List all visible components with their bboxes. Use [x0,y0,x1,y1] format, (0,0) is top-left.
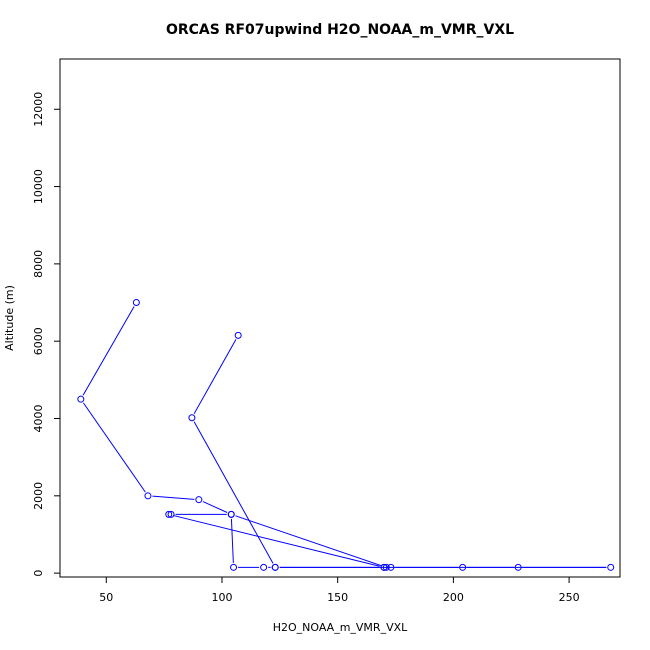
x-tick-label: 250 [559,591,580,604]
data-series [77,299,615,571]
y-tick-label: 2000 [32,482,45,510]
series-line-segment [202,501,228,513]
series-line-segment [152,495,195,500]
data-point [260,563,268,571]
data-point [77,395,85,403]
y-tick-label: 10000 [32,169,45,204]
data-point [167,510,175,518]
plot-frame [59,58,621,578]
x-tick-label: 50 [99,591,113,604]
data-point [459,563,467,571]
data-point [380,563,388,571]
data-point [188,414,196,422]
series-line-segment [82,306,135,396]
series-line-segment [82,402,146,493]
series-line-segment [193,421,274,564]
series-line-segment [193,339,237,415]
x-tick-label: 100 [211,591,232,604]
y-axis-label: Altitude (m) [3,285,16,351]
y-tick-label: 0 [32,570,45,577]
x-axis-label: H2O_NOAA_m_VMR_VXL [273,621,408,634]
data-point [514,563,522,571]
data-point [387,563,395,571]
x-tick-label: 200 [443,591,464,604]
data-point [271,563,279,571]
x-axis: 50 100 150 200 250 [99,577,580,604]
data-point [132,299,140,307]
y-tick-label: 12000 [32,92,45,127]
data-point [230,563,238,571]
chart-title: ORCAS RF07upwind H2O_NOAA_m_VMR_VXL [166,22,514,38]
data-point [195,496,203,504]
y-tick-label: 4000 [32,405,45,433]
data-point [144,492,152,500]
series-line-segment [235,515,383,567]
y-tick-label: 8000 [32,250,45,278]
data-point [227,510,235,518]
series-line-segment [230,518,234,563]
data-point [607,563,615,571]
data-point [382,563,390,571]
series-line-segment [173,514,380,567]
y-tick-label: 6000 [32,327,45,355]
data-point [234,331,242,339]
x-tick-label: 150 [327,591,348,604]
y-axis: 0 2000 4000 6000 8000 10000 12000 [32,92,60,577]
data-point [165,510,173,518]
